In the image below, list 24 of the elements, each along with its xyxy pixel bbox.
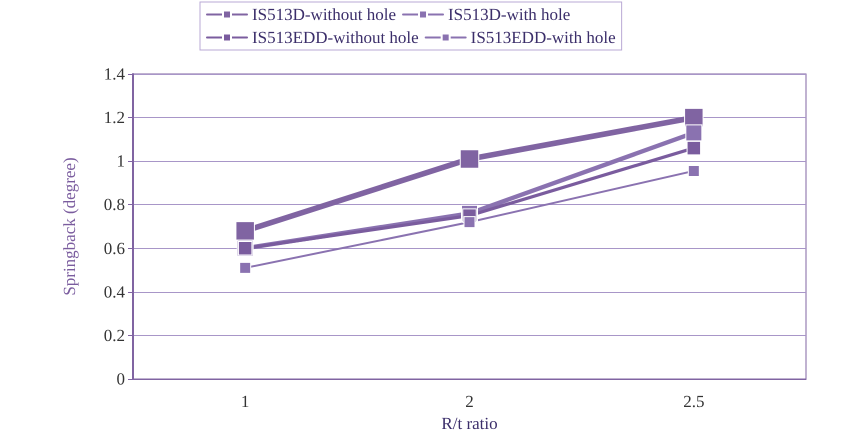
- legend-label: IS513D-with hole: [448, 5, 570, 24]
- point: [686, 140, 702, 156]
- point: [235, 221, 255, 241]
- y-tick-label: 0.2: [104, 326, 125, 345]
- y-tick-label: 0.4: [104, 282, 126, 302]
- legend-label: IS513EDD-with hole: [470, 28, 616, 47]
- y-tick-label: 1.4: [104, 64, 126, 84]
- y-tick-label: 1.2: [104, 108, 125, 128]
- point: [688, 164, 700, 177]
- point: [685, 124, 702, 142]
- x-tick-label: 1: [240, 392, 250, 411]
- point: [464, 216, 476, 228]
- y-tick-label: 1: [116, 152, 125, 171]
- legend-label: IS513EDD-without hole: [252, 28, 419, 47]
- legend-label: IS513D-without hole: [252, 5, 396, 24]
- x-tick-label: 2: [465, 392, 474, 411]
- point: [460, 149, 480, 169]
- y-axis-title: Springback (degree): [60, 157, 79, 296]
- y-tick-label: 0.8: [104, 195, 125, 214]
- y-tick-label: 0.6: [104, 238, 125, 258]
- x-tick-label: 2.5: [683, 392, 704, 411]
- y-tick-label: 0: [116, 370, 125, 388]
- point: [239, 262, 252, 274]
- x-axis-title: R/t ratio: [441, 414, 498, 433]
